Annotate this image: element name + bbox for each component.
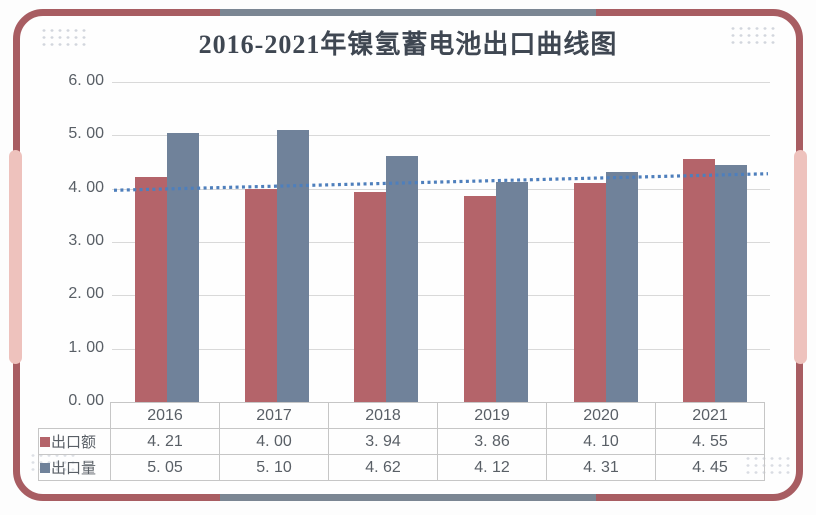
cell-export-value-2020: 4. 10 [546, 428, 656, 455]
y-axis-label: 3. 00 [68, 232, 104, 249]
bar-export-value-2017 [244, 188, 277, 402]
left-border-pink-accent [9, 150, 22, 364]
year-header-2020: 2020 [546, 402, 656, 429]
dot-grid-decoration-top-right [729, 25, 775, 45]
cell-export-volume-2017: 5. 10 [219, 454, 329, 481]
bar-export-volume-2019 [495, 182, 528, 402]
bar-export-value-2016 [134, 177, 167, 402]
right-border-pink-accent [794, 150, 807, 364]
year-header-2017: 2017 [219, 402, 329, 429]
gridline [112, 295, 770, 297]
gridline [112, 348, 770, 350]
cell-export-volume-2021: 4. 45 [655, 454, 765, 481]
legend-label-export-volume: 出口量 [51, 460, 97, 477]
data-table: 2016 2017 2018 2019 2020 2021 出口额 4. 21 4. 00 3. … [38, 402, 765, 481]
legend-label-export-value: 出口额 [51, 434, 97, 451]
cell-export-value-2019: 3. 86 [437, 428, 547, 455]
bar-export-value-2021 [683, 159, 716, 402]
cell-export-volume-2016: 5. 05 [110, 454, 220, 481]
bar-export-volume-2017 [276, 130, 309, 402]
y-axis-label: 1. 00 [68, 338, 104, 356]
legend-swatch-export-volume [40, 463, 50, 474]
cell-export-value-2017: 4. 00 [219, 428, 329, 455]
cell-export-volume-2018: 4. 62 [328, 454, 438, 481]
bar-export-volume-2020 [605, 172, 638, 402]
top-border-gray-accent [220, 9, 596, 16]
table-corner-spacer [39, 403, 111, 429]
bar-export-volume-2018 [386, 155, 419, 402]
legend-export-volume: 出口量 [38, 454, 111, 481]
cell-export-volume-2019: 4. 12 [437, 454, 547, 481]
gridline [112, 82, 770, 83]
gridline [112, 242, 770, 243]
year-header-2018: 2018 [328, 402, 438, 429]
chart-title: 2016-2021年镍氢蓄电池出口曲线图 [198, 30, 618, 59]
bar-export-value-2018 [354, 191, 387, 402]
year-header-2019: 2019 [437, 402, 547, 429]
trendline [113, 172, 769, 192]
y-axis-label: 5. 00 [68, 125, 104, 143]
legend-export-value: 出口额 [38, 428, 111, 455]
bar-export-value-2019 [463, 196, 496, 402]
cell-export-value-2021: 4. 55 [655, 428, 765, 455]
year-header-2016: 2016 [110, 402, 220, 429]
plot-area [112, 82, 770, 402]
y-axis-label: 2. 00 [68, 285, 104, 303]
bottom-border-gray-accent [220, 494, 596, 501]
cell-export-value-2018: 3. 94 [328, 428, 438, 455]
y-axis-label: 4. 00 [68, 178, 104, 196]
cell-export-volume-2020: 4. 31 [546, 454, 656, 481]
bar-export-volume-2016 [166, 132, 199, 402]
year-header-2021: 2021 [655, 402, 765, 429]
bar-export-volume-2021 [715, 164, 748, 402]
y-axis-label: 0. 00 [68, 392, 104, 409]
y-axis-label: 6. 00 [68, 72, 104, 89]
dot-grid-decoration-top-left [40, 27, 86, 47]
gridline [112, 188, 770, 190]
bar-export-value-2020 [573, 183, 606, 402]
cell-export-value-2016: 4. 21 [110, 428, 220, 455]
gridline [112, 135, 770, 137]
legend-swatch-export-value [40, 437, 50, 448]
